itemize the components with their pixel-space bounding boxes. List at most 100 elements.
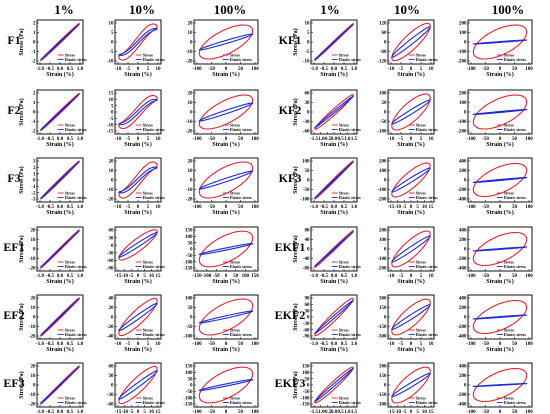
elastic-stress-curve-ef3-2	[118, 370, 158, 400]
elastic-stress-curve-f1-2	[118, 28, 158, 56]
legend-stress-kf2-3: Stress	[504, 122, 515, 127]
elastic-stress-curve-kf2-1	[314, 95, 354, 129]
y-tick-label-kf1-2-3: -60	[380, 50, 387, 55]
elastic-stress-curve-ekf2-1	[314, 299, 354, 335]
x-tick-label-ekf2-1-4: 1.0	[351, 342, 358, 347]
stress-curve-kf1-2	[391, 22, 431, 62]
x-tick-label-f2-2-2: 0	[137, 137, 140, 142]
y-tick-label-kf2-2-1: 50	[382, 101, 388, 106]
x-tick-label-ekf2-3-4: 100	[525, 342, 533, 347]
x-tick-label-f1-3-3: 50	[238, 67, 244, 72]
y-tick-label-kf1-3-1: 100	[459, 31, 467, 36]
x-tick-label-kf2-2-4: 10	[429, 137, 435, 142]
y-tick-label-f3-3-4: -20	[186, 198, 193, 203]
y-tick-label-ef3-1-4: -20	[29, 403, 36, 408]
x-tick-label-kf1-1-4: 1.0	[351, 67, 358, 72]
y-tick-label-ekf2-2-3: -150	[377, 325, 387, 330]
x-tick-label-f3-1-3: 0.5	[67, 205, 74, 210]
legend-elastic-stress-kf1-1: Elastic stress	[339, 57, 361, 62]
legend-elastic-stress-ef2-2: Elastic stress	[143, 332, 165, 337]
x-tick-label-ekf2-2-2: 0	[410, 342, 413, 347]
x-tick-label-ef3-2-2: -5	[129, 410, 134, 414]
legend-elastic-stress-f3-3: Elastic stress	[230, 195, 252, 200]
x-tick-label-kf2-3-1: -50	[482, 137, 489, 142]
y-tick-label-f3-2-3: -10	[107, 188, 114, 193]
y-tick-label-kf3-1-0: 100	[302, 160, 310, 165]
x-tick-label-ef1-1-0: -1.0	[36, 274, 44, 279]
y-tick-label-f3-1-2: 1	[33, 172, 36, 177]
y-tick-label-ekf1-2-0: 200	[379, 229, 387, 234]
y-tick-label-kf2-1-2: 0	[307, 111, 310, 116]
y-tick-label-f2-3-0: 20	[188, 92, 194, 97]
x-tick-label-ef3-3-0: -100	[192, 410, 202, 414]
x-tick-label-ekf3-1-0: -1.5	[310, 410, 318, 414]
x-tick-label-ef2-2-3: 5	[147, 342, 150, 347]
x-tick-label-f3-2-1: -5	[126, 205, 131, 210]
y-tick-label-ef1-1-0: 20	[31, 229, 37, 234]
y-tick-label-f2-3-3: -10	[186, 120, 193, 125]
x-tick-label-f3-2-2: 0	[137, 205, 140, 210]
elastic-stress-curve-f2-2	[118, 98, 158, 126]
x-axis-label-kf1-2: Strain (%)	[397, 71, 425, 78]
x-tick-label-ekf2-1-3: 0.5	[341, 342, 348, 347]
x-tick-label-kf1-1-2: 0.0	[331, 67, 338, 72]
x-tick-label-ekf1-2-1: -5	[399, 274, 404, 279]
y-tick-label-f3-3-0: 20	[188, 160, 194, 165]
y-tick-label-ef2-3-3: -50	[186, 325, 193, 330]
y-axis-label-kf2-1: Stress (Pa)	[292, 98, 299, 125]
y-axis-label-ekf2-1: Stress (Pa)	[292, 303, 299, 330]
x-tick-label-kf1-1-1: -0.5	[320, 67, 328, 72]
x-tick-label-ef2-1-0: -1.0	[36, 342, 44, 347]
y-tick-label-ef3-3-6: -150	[183, 403, 193, 408]
y-tick-label-ef3-3-1: 100	[185, 371, 193, 376]
row-label-ef2: EF2	[3, 308, 24, 322]
elastic-stress-curve-ekf3-1	[314, 367, 354, 403]
x-tick-label-kf2-3-0: -100	[466, 137, 476, 142]
y-tick-label-ekf1-2-1: 100	[379, 238, 387, 243]
x-tick-label-kf3-2-2: -5	[402, 205, 407, 210]
y-tick-label-kf1-2-1: 60	[382, 31, 388, 36]
y-tick-label-f1-2-2: 0	[111, 41, 114, 46]
legend-stress-f3-3: Stress	[230, 190, 241, 195]
y-tick-label-ekf3-2-0: 300	[379, 365, 387, 370]
elastic-stress-curve-f3-1	[40, 160, 80, 200]
x-tick-label-kf2-3-3: 50	[512, 137, 518, 142]
y-tick-label-ef2-3-2: 0	[190, 316, 193, 321]
y-tick-label-kf3-1-1: 50	[305, 169, 311, 174]
y-tick-label-f1-2-4: -10	[107, 60, 114, 65]
y-axis-label-ef3-1: Stress (Pa)	[18, 371, 25, 398]
x-tick-label-f2-2-4: 10	[156, 137, 162, 142]
row-label-f1: F1	[7, 33, 20, 47]
x-tick-label-kf1-1-0: -1.0	[310, 67, 318, 72]
y-tick-label-f3-2-4: -20	[107, 198, 114, 203]
x-tick-label-ekf2-2-1: -5	[399, 342, 404, 347]
x-tick-label-ekf3-2-3: 0	[410, 410, 413, 414]
legend-stress-kf1-2: Stress	[416, 52, 427, 57]
row-label-ef1: EF1	[3, 240, 24, 254]
y-tick-label-ekf2-1-4: -30	[303, 322, 310, 327]
x-tick-label-ef1-2-4: 5	[143, 274, 146, 279]
column-header-right-2: 10%	[394, 2, 420, 17]
legend-elastic-stress-kf2-3: Elastic stress	[504, 127, 526, 132]
legend-elastic-stress-ekf2-2: Elastic stress	[416, 332, 438, 337]
x-tick-label-ef3-3-3: 50	[238, 410, 244, 414]
x-tick-label-f2-3-2: 0	[225, 137, 228, 142]
x-tick-label-kf2-2-3: 5	[420, 137, 423, 142]
x-tick-label-ekf3-2-4: 5	[416, 410, 419, 414]
x-axis-label-ekf2-1: Strain (%)	[320, 346, 348, 353]
elastic-stress-curve-kf2-3	[472, 108, 528, 116]
x-tick-label-f2-1-0: -1.0	[36, 137, 44, 142]
y-tick-label-f1-3-4: -20	[186, 60, 193, 65]
y-tick-label-kf1-3-3: -100	[457, 50, 467, 55]
elastic-stress-curve-f1-3	[198, 33, 254, 51]
panel-ekf2-3: 400 200 0 -200 -400 -100 -50 0 50 100 Strain (%) St…	[457, 294, 533, 353]
legend-stress-kf2-1: Stress	[339, 122, 350, 127]
y-tick-label-ekf3-2-1: 150	[379, 374, 387, 379]
legend-stress-ef1-3: Stress	[230, 259, 241, 264]
y-tick-label-f3-1-4: -1	[31, 185, 36, 190]
